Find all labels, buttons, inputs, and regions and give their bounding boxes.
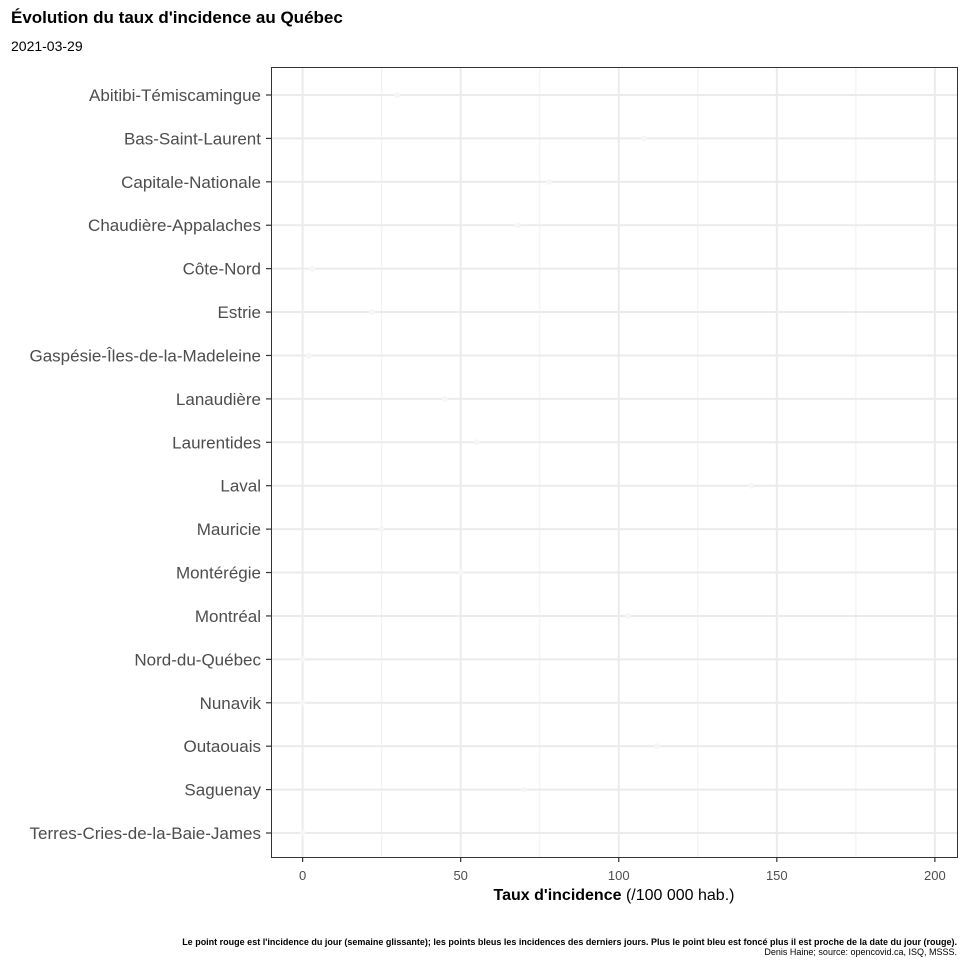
y-tick-label: Bas-Saint-Laurent (124, 129, 261, 148)
data-point (378, 526, 385, 533)
data-point (546, 178, 553, 185)
x-axis-title: Taux d'incidence (/100 000 hab.) (271, 887, 957, 905)
y-tick-label: Nunavik (200, 694, 262, 713)
y-tick-label: Chaudière-Appalaches (88, 216, 261, 235)
data-point (748, 482, 755, 489)
data-point (457, 569, 464, 576)
x-tick-label: 50 (453, 868, 467, 883)
axis-layer: Abitibi-Témiscamingue Bas-Saint-Laurent Ca… (29, 86, 945, 883)
data-point (299, 656, 306, 663)
data-point (299, 699, 306, 706)
data-point (473, 439, 480, 446)
data-point (514, 222, 521, 229)
y-tick-label: Nord-du-Québec (134, 650, 261, 669)
data-point (520, 786, 527, 793)
y-tick-label: Laurentides (172, 433, 261, 452)
caption-source: Denis Haine; source: opencovid.ca, ISQ, … (764, 947, 957, 957)
data-point (305, 352, 312, 359)
y-tick-label: Montérégie (176, 564, 261, 583)
y-tick-label: Capitale-Nationale (121, 173, 261, 192)
data-point (309, 265, 316, 272)
x-tick-label: 150 (766, 868, 788, 883)
chart-title: Évolution du taux d'incidence au Québec (11, 8, 343, 27)
y-tick-label: Côte-Nord (183, 260, 261, 279)
y-tick-label: Gaspésie-Îles-de-la-Madeleine (29, 346, 261, 365)
data-point (394, 92, 401, 98)
y-tick-label: Outaouais (184, 737, 262, 756)
data-point (369, 309, 376, 316)
y-tick-label: Estrie (218, 303, 261, 322)
panel-border (271, 67, 958, 858)
x-tick-label: 0 (299, 868, 306, 883)
chart-subtitle: 2021-03-29 (11, 38, 83, 54)
x-axis-title-unit: (/100 000 hab.) (621, 887, 735, 904)
x-tick-label: 100 (608, 868, 630, 883)
data-point (441, 395, 448, 402)
data-point (299, 830, 306, 836)
y-tick-label: Saguenay (184, 781, 261, 800)
y-tick-label: Lanaudière (176, 390, 261, 409)
y-tick-label: Mauricie (197, 520, 261, 539)
y-tick-label: Abitibi-Témiscamingue (89, 86, 261, 105)
y-tick-label: Laval (220, 477, 261, 496)
data-point (653, 743, 660, 750)
x-tick-label: 200 (924, 868, 946, 883)
grid-layer (271, 67, 957, 857)
points-layer (299, 92, 755, 836)
y-tick-label: Terres-Cries-de-la-Baie-James (30, 824, 261, 843)
caption-note: Le point rouge est l'incidence du jour (… (182, 937, 957, 947)
x-axis-title-bold: Taux d'incidence (493, 887, 622, 904)
data-point (641, 135, 648, 142)
data-point (625, 612, 632, 619)
y-tick-label: Montréal (195, 607, 261, 626)
